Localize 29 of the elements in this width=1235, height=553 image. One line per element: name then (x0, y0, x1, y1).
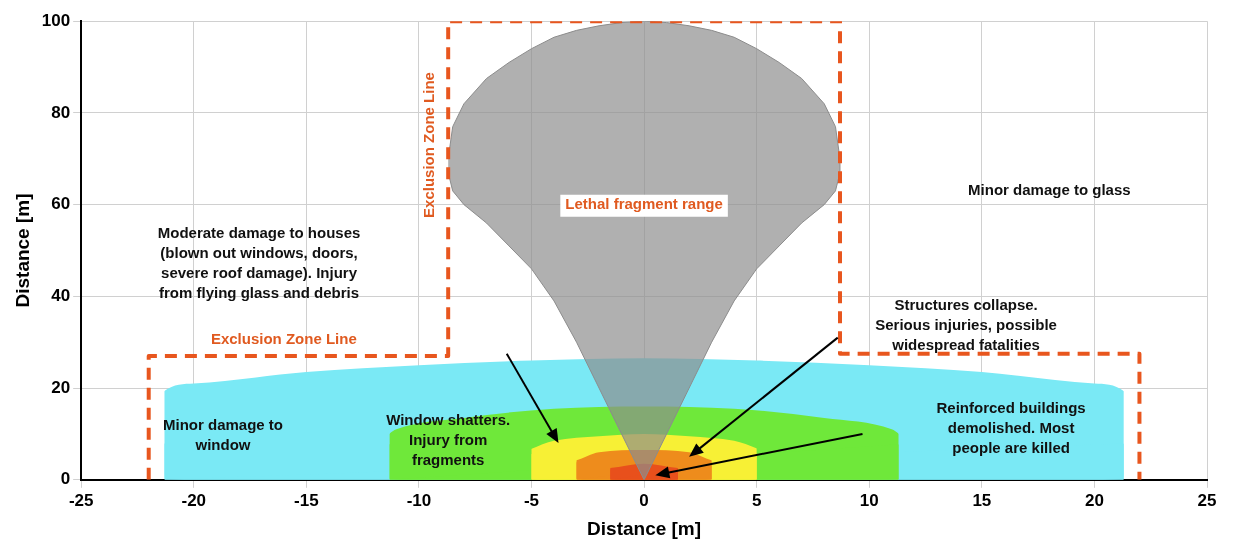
x-tick-label: -15 (294, 490, 319, 510)
x-axis-title: Distance [m] (587, 517, 702, 539)
y-tick-label: 40 (51, 286, 71, 306)
y-tick-label: 60 (51, 194, 71, 214)
y-axis-title: Distance [m] (11, 193, 33, 308)
annotation: Lethal fragment range (565, 194, 723, 212)
annotation: Minor damage to window (163, 415, 284, 453)
annotation: Moderate damage to houses (blown out windows, doors, severe roof damage). Injury from flying glass and debris (157, 224, 361, 302)
x-tick-label: 15 (972, 490, 992, 510)
y-tick-label: 20 (51, 377, 71, 397)
annotation: Exclusion Zone Line (420, 72, 438, 218)
x-tick-label: 5 (751, 490, 762, 510)
x-tick-label: 10 (859, 490, 879, 510)
x-tick-label: 20 (1084, 490, 1104, 510)
x-tick-label: 0 (639, 490, 649, 510)
x-tick-label: -10 (406, 490, 432, 510)
annotation: Window shatters. Injury from fragments (386, 410, 511, 468)
annotation: Structures collapse. Serious injuries, possible widespread fatalities (875, 296, 1057, 354)
x-tick-label: -25 (68, 490, 94, 510)
annotation: Exclusion Zone Line (210, 330, 357, 348)
x-tick-label: 25 (1197, 490, 1217, 510)
y-tick-label: 100 (41, 10, 71, 30)
annotation: Reinforced buildings demolished. Most people are killed (936, 399, 1086, 457)
annotation: Minor damage to glass (968, 181, 1131, 199)
x-tick-label: -20 (181, 490, 207, 510)
line-series (146, 21, 1142, 480)
x-tick-label: -5 (523, 490, 540, 510)
y-tick-label: 80 (51, 102, 71, 122)
y-tick-label: 0 (60, 469, 71, 489)
